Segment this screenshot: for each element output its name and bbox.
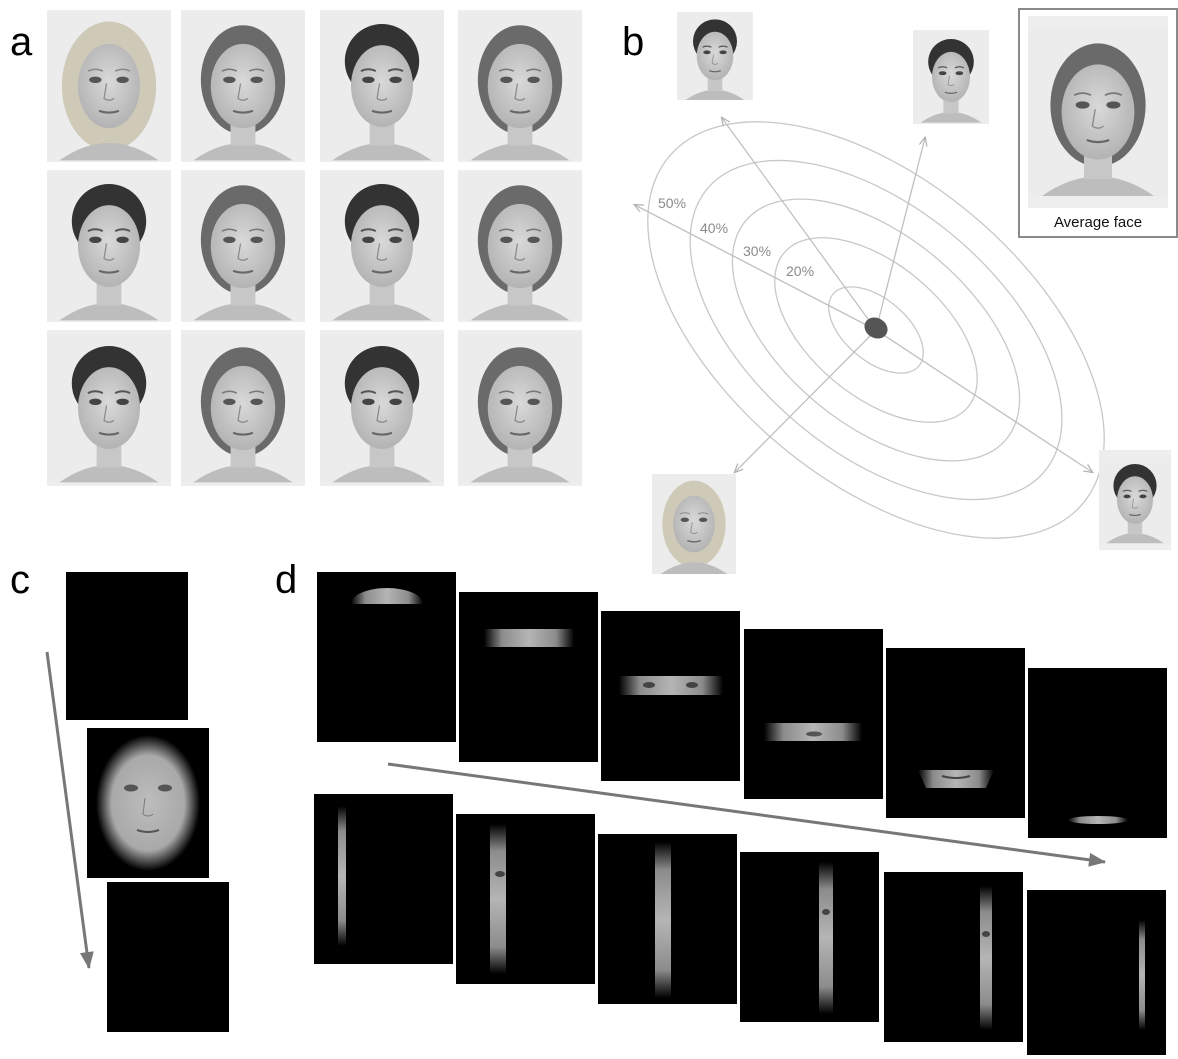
axis-arrow-up xyxy=(722,118,877,331)
axis-arrow-lower-left xyxy=(735,329,877,472)
panel-d-bottom-frame-2 xyxy=(456,814,595,984)
face-photo-morph-1 xyxy=(181,10,305,162)
panel-d-top-frame-5 xyxy=(886,648,1025,818)
axis-arrow-upper-right xyxy=(875,138,925,331)
panel-label-a: a xyxy=(10,20,33,64)
face-space-photo-top-right xyxy=(913,30,989,124)
axis-arrow-lower-right xyxy=(875,329,1092,472)
face-space-photo-top-left xyxy=(677,12,753,100)
panel-c-frame-blank-2 xyxy=(107,882,229,1032)
face-photo-original-5 xyxy=(47,330,171,486)
panel-label-b: b xyxy=(622,20,645,64)
panel-d-bottom-frame-6 xyxy=(1027,890,1166,1055)
panel-d-top-frame-6 xyxy=(1028,668,1167,838)
panel-d-top-frame-2 xyxy=(459,592,598,762)
ring-10 xyxy=(828,286,924,374)
panel-d-bottom-frame-1 xyxy=(314,794,453,964)
face-photo-morph-3 xyxy=(181,170,305,322)
panel-c-frame-blank-1 xyxy=(66,572,188,720)
ring-30 xyxy=(731,198,1021,462)
ring-label-50: 50% xyxy=(658,195,686,211)
face-photo-original-4 xyxy=(320,170,444,322)
average-face-photo xyxy=(1028,16,1168,208)
panel-d-top-frame-3 xyxy=(601,611,740,781)
panel-d-bottom-frame-5 xyxy=(884,872,1023,1042)
ring-label-40: 40% xyxy=(700,220,728,236)
panel-d-top-frame-4 xyxy=(744,629,883,799)
axis-arrow-upper-left xyxy=(635,205,877,331)
panel-label-c: c xyxy=(10,558,30,602)
face-photo-morph-5 xyxy=(181,330,305,486)
face-space-photo-bottom-right xyxy=(1099,450,1171,550)
face-photo-original-1 xyxy=(47,10,171,162)
face-photo-morph-6 xyxy=(458,330,582,486)
face-photo-original-2 xyxy=(320,10,444,162)
average-center-dot xyxy=(864,317,888,339)
panel-d-bottom-frame-4 xyxy=(740,852,879,1022)
face-photo-morph-4 xyxy=(458,170,582,322)
ring-label-30: 30% xyxy=(743,243,771,259)
panel-d-bottom-frame-3 xyxy=(598,834,737,1004)
average-face-box: Average face xyxy=(1018,8,1178,238)
ring-20 xyxy=(774,237,978,423)
panel-label-d: d xyxy=(275,558,298,602)
average-face-caption: Average face xyxy=(1053,214,1143,231)
face-photo-original-6 xyxy=(320,330,444,486)
face-space-photo-bottom-left xyxy=(652,474,736,574)
face-photo-morph-2 xyxy=(458,10,582,162)
panel-c-frame-face xyxy=(87,728,209,878)
face-photo-original-3 xyxy=(47,170,171,322)
panel-d-top-frame-1 xyxy=(317,572,456,742)
ring-label-20: 20% xyxy=(786,263,814,279)
